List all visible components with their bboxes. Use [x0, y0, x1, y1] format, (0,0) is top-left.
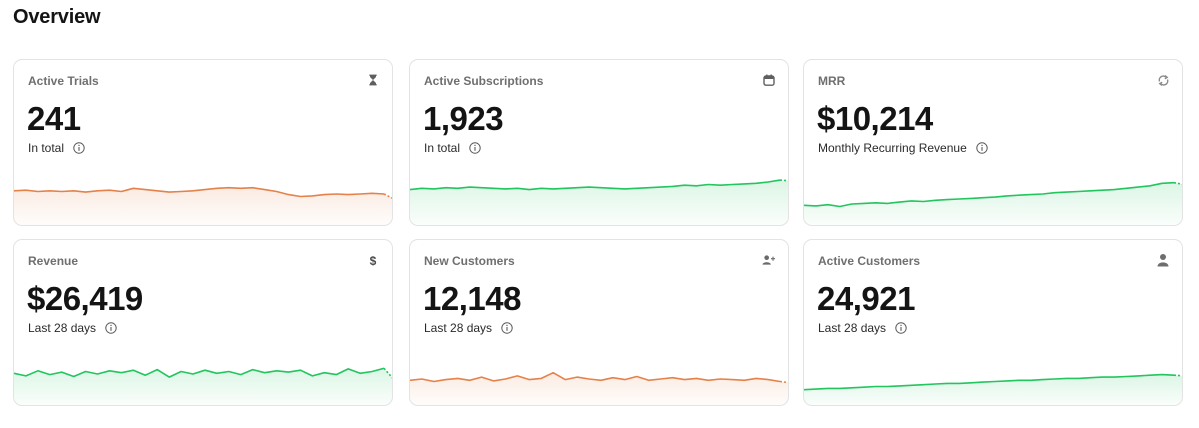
sparkline-projection [1173, 374, 1182, 377]
page-title: Overview [13, 6, 101, 28]
user-icon [1156, 253, 1170, 267]
info-icon[interactable] [976, 142, 988, 154]
info-icon[interactable] [105, 322, 117, 334]
metric-card-active-customers[interactable]: Active Customers 24,921 Last 28 days [803, 239, 1183, 406]
card-value: 12,148 [423, 280, 521, 317]
sparkline-area [410, 372, 788, 405]
card-subtitle: Last 28 days [818, 321, 907, 335]
metric-card-mrr[interactable]: MRR $10,214 Monthly Recurring Revenue [803, 59, 1183, 226]
metric-card-active-trials[interactable]: Active Trials 241 In total [13, 59, 393, 226]
trend-sparkline [14, 367, 392, 405]
sparkline-line [410, 179, 781, 191]
card-label: New Customers [424, 254, 515, 268]
metric-card-revenue[interactable]: Revenue $ $26,419 Last 28 days [13, 239, 393, 406]
card-subtitle-text: Last 28 days [818, 321, 887, 335]
sparkline-area [804, 182, 1182, 225]
sparkline-area [804, 374, 1182, 405]
sparkline-line [14, 367, 385, 378]
card-subtitle: In total [424, 141, 481, 155]
calendar-icon [762, 73, 776, 87]
card-subtitle: Monthly Recurring Revenue [818, 141, 988, 155]
sparkline-projection [383, 193, 392, 199]
card-value: $26,419 [27, 280, 143, 317]
trend-sparkline [804, 181, 1182, 225]
info-icon[interactable] [73, 142, 85, 154]
card-label: Active Subscriptions [424, 74, 544, 88]
card-subtitle-text: In total [424, 141, 461, 155]
card-label: Active Customers [818, 254, 921, 268]
card-label: MRR [818, 74, 846, 88]
card-label: Revenue [28, 254, 79, 268]
card-value: 1,923 [423, 100, 504, 137]
sparkline-line [804, 181, 1175, 208]
metric-card-active-subscriptions[interactable]: Active Subscriptions 1,923 In total [409, 59, 789, 226]
refresh-icon [1156, 73, 1170, 87]
trend-sparkline [804, 373, 1182, 405]
card-subtitle-text: Monthly Recurring Revenue [818, 141, 967, 155]
card-subtitle-text: Last 28 days [424, 321, 493, 335]
card-subtitle-text: Last 28 days [28, 321, 97, 335]
trend-sparkline [410, 179, 788, 225]
sparkline-projection [779, 380, 788, 384]
hourglass-icon [366, 73, 380, 87]
info-icon[interactable] [501, 322, 513, 334]
card-value: 24,921 [817, 280, 915, 317]
trend-sparkline [14, 186, 392, 225]
trend-sparkline [410, 371, 788, 405]
card-subtitle: In total [28, 141, 85, 155]
card-subtitle: Last 28 days [28, 321, 117, 335]
metric-card-new-customers[interactable]: New Customers 12,148 Last 28 days [409, 239, 789, 406]
info-icon[interactable] [895, 322, 907, 334]
sparkline-area [14, 368, 392, 405]
info-icon[interactable] [469, 142, 481, 154]
card-subtitle-text: In total [28, 141, 65, 155]
dollar-icon: $ [366, 253, 380, 267]
user-plus-icon [762, 253, 776, 267]
card-subtitle: Last 28 days [424, 321, 513, 335]
card-value: $10,214 [817, 100, 933, 137]
sparkline-area [410, 180, 788, 225]
card-value: 241 [27, 100, 81, 137]
svg-text:$: $ [370, 254, 377, 267]
card-label: Active Trials [28, 74, 99, 88]
sparkline-projection [1173, 181, 1182, 185]
sparkline-line [410, 371, 781, 383]
sparkline-area [14, 187, 392, 225]
sparkline-line [804, 373, 1175, 391]
sparkline-projection [779, 179, 788, 182]
sparkline-line [14, 186, 385, 198]
